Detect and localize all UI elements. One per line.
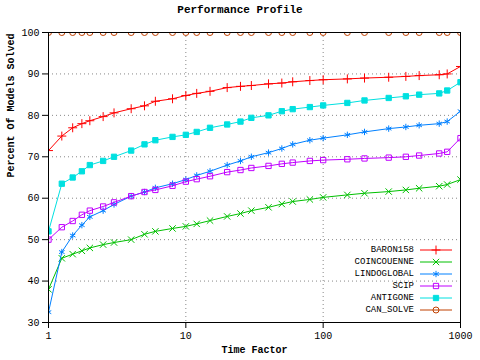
html-text:COINCOUENNE: COINCOUENNE [354, 257, 414, 267]
html-text:SCIP: SCIP [392, 281, 414, 291]
html-text:ANTIGONE: ANTIGONE [370, 293, 414, 303]
svg-text:1: 1 [45, 331, 51, 342]
html-text:Performance Profile: Performance Profile [177, 4, 303, 16]
svg-text:10: 10 [180, 331, 192, 342]
svg-text:Percent Of Models Solved: Percent Of Models Solved [6, 33, 17, 177]
html-text:CAN_SOLVE: CAN_SOLVE [365, 305, 414, 315]
svg-text:Time Factor: Time Factor [221, 345, 287, 356]
svg-text:60: 60 [27, 193, 39, 204]
html-text:BARON158: BARON158 [370, 245, 414, 255]
svg-text:100: 100 [21, 28, 39, 39]
svg-text:50: 50 [27, 235, 39, 246]
svg-text:70: 70 [27, 152, 39, 163]
svg-text:40: 40 [27, 276, 39, 287]
svg-text:90: 90 [27, 69, 39, 80]
svg-text:100: 100 [314, 331, 332, 342]
svg-text:30: 30 [27, 318, 39, 329]
svg-text:80: 80 [27, 111, 39, 122]
svg-text:1000: 1000 [448, 331, 472, 342]
html-text:LINDOGLOBAL: LINDOGLOBAL [354, 269, 414, 279]
